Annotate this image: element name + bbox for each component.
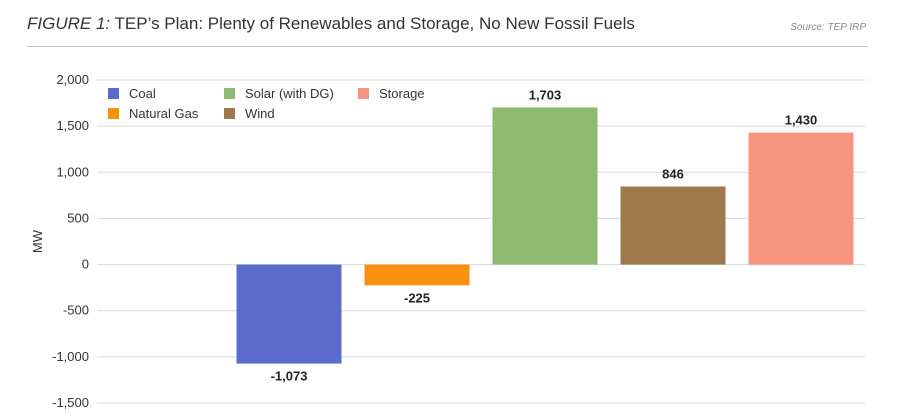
bar-data-label: -1,073	[271, 369, 308, 384]
y-tick-label: -1,000	[52, 349, 89, 364]
bar-data-label: 846	[662, 166, 684, 181]
bar-storage	[748, 132, 854, 265]
y-axis-label: MW	[30, 229, 45, 253]
legend-label-storage: Storage	[379, 86, 425, 101]
legend-label-solar: Solar (with DG)	[245, 86, 334, 101]
legend-label-natural-gas: Natural Gas	[129, 106, 199, 121]
figure-source: Source: TEP IRP	[790, 22, 866, 33]
figure-title-text: TEP’s Plan: Plenty of Renewables and Sto…	[114, 14, 635, 33]
legend-item-coal: Coal	[108, 86, 156, 101]
figure-label: FIGURE 1:	[27, 14, 111, 33]
bar-data-label: 1,703	[529, 87, 562, 102]
y-tick-label: 2,000	[56, 72, 89, 87]
y-tick-label: 0	[82, 257, 89, 272]
y-tick-label: 500	[67, 210, 89, 225]
legend-label-coal: Coal	[129, 86, 156, 101]
bar-natural-gas	[364, 264, 470, 286]
bar-data-label: -225	[404, 290, 430, 305]
legend-item-storage: Storage	[358, 86, 425, 101]
figure-title: FIGURE 1: TEP’s Plan: Plenty of Renewabl…	[27, 14, 635, 34]
bar-data-label: 1,430	[785, 113, 818, 128]
legend-swatch-solar	[224, 88, 235, 99]
legend-swatch-storage	[358, 88, 369, 99]
legend-label-wind: Wind	[245, 106, 275, 121]
bar-solar-with-dg-	[492, 107, 598, 265]
legend-swatch-coal	[108, 88, 119, 99]
legend-item-wind: Wind	[224, 106, 275, 121]
legend-swatch-natural-gas	[108, 108, 119, 119]
y-tick-label: -1,500	[52, 395, 89, 410]
legend-item-natural-gas: Natural Gas	[108, 106, 198, 121]
bar-coal	[236, 264, 342, 364]
y-tick-label: -500	[63, 303, 89, 318]
legend-item-solar: Solar (with DG)	[224, 86, 334, 101]
y-tick-label: 1,500	[56, 118, 89, 133]
y-tick-label: 1,000	[56, 164, 89, 179]
legend-swatch-wind	[224, 108, 235, 119]
bar-wind	[620, 186, 726, 265]
title-divider	[27, 46, 868, 47]
